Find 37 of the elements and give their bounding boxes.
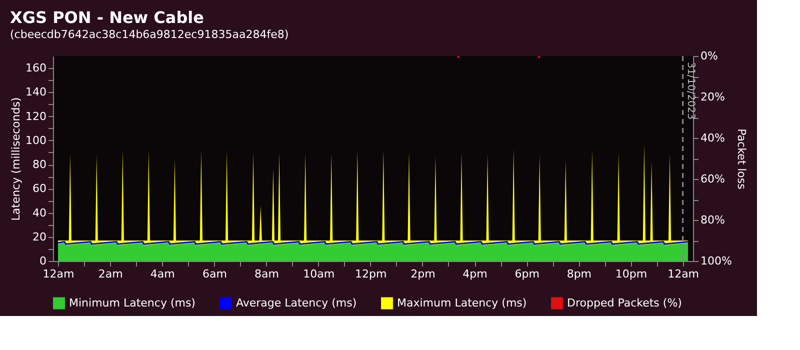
chart-subtitle: (cbeecdb7642ac38c14b6a9812ec91835aa284fe8)	[10, 28, 289, 41]
x-tick-label: 10pm	[615, 268, 648, 280]
x-tick-label: 6am	[202, 268, 227, 280]
x-tick-label: 12pm	[355, 268, 387, 280]
y2-tick-label: 80%	[700, 214, 725, 226]
y2-tick-label: 0%	[700, 50, 718, 62]
x-tick-label: 12am	[42, 268, 74, 280]
y-tick-label: 60	[32, 182, 46, 196]
x-tick-label: 10am	[303, 268, 335, 280]
ref-line-label: 31/10/2023	[684, 62, 696, 120]
x-tick-label: 8am	[254, 268, 279, 280]
y-tick-label: 100	[26, 134, 46, 147]
x-tick-label: 4am	[150, 268, 175, 280]
y2-tick-label: 20%	[700, 90, 725, 104]
y2-axis-title: Packet loss	[734, 128, 748, 190]
y-tick-label: 140	[26, 86, 46, 99]
y-axis-title: Latency (milliseconds)	[10, 97, 23, 221]
x-tick-label: 2am	[98, 268, 123, 280]
legend-label: Average Latency (ms)	[236, 296, 357, 310]
y-tick-label: 160	[26, 62, 46, 75]
y-tick-label: 40	[32, 206, 46, 220]
x-tick-label: 2pm	[410, 268, 436, 280]
x-tick-label: 8pm	[566, 268, 592, 280]
chart-title: XGS PON - New Cable	[10, 8, 204, 27]
y-tick-label: 20	[32, 230, 46, 244]
y2-tick-label: 100%	[700, 254, 732, 268]
y-tick-label: 120	[26, 110, 46, 123]
legend-label: Maximum Latency (ms)	[397, 296, 527, 310]
legend-label: Dropped Packets (%)	[567, 296, 682, 310]
x-tick-label: 12am	[668, 268, 700, 280]
y2-tick-label: 60%	[700, 172, 725, 186]
y2-tick-label: 40%	[700, 132, 725, 144]
y-tick-label: 80	[32, 158, 46, 172]
x-tick-label: 6pm	[514, 268, 540, 280]
x-tick-label: 4pm	[462, 268, 488, 280]
y-tick-label: 0	[40, 254, 46, 268]
legend-label: Minimum Latency (ms)	[69, 296, 196, 310]
